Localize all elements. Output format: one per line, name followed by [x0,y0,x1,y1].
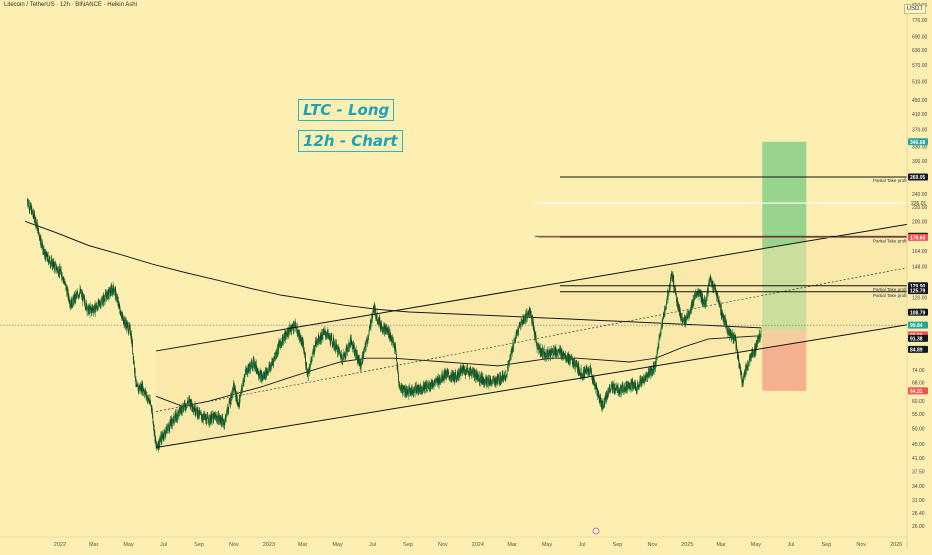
channel-fill [156,221,925,447]
candle-body [434,383,435,386]
candle-body [169,424,170,426]
candle-body [37,227,38,230]
candle-body [676,293,677,294]
candle-body [251,362,252,367]
candle-body [38,228,39,232]
candle-body [442,373,443,380]
candle-body [372,317,373,320]
candle-body [132,343,133,353]
candle-body [233,386,234,391]
candle-body [583,372,584,377]
candle-body [153,416,154,423]
candle-body [446,371,447,376]
candle-body [657,352,658,360]
candle-body [489,379,490,382]
candle-body [651,370,652,375]
candle-body [101,300,102,304]
candle-body [41,239,42,243]
candle-body [470,369,471,376]
candle-body [603,403,604,407]
candle-body [326,334,327,336]
candle-body [200,412,201,413]
candle-body [342,358,343,362]
candle-body [174,420,175,423]
candle-body [55,265,56,270]
candle-body [508,362,509,371]
candle-body [288,329,289,336]
candle-body [591,370,592,373]
candle-body [265,373,266,378]
candle-body [109,293,110,295]
candle-body [243,382,244,384]
candle-body [550,350,551,358]
candle-body [337,345,338,351]
candle-body [518,328,519,331]
candle-body [201,413,202,416]
candle-body [507,368,508,376]
candle-body [113,285,114,289]
candle-body [375,309,376,316]
candle-body [242,386,243,391]
candle-body [622,386,623,391]
candle-body [254,366,255,367]
candle-body [478,376,479,380]
candle-body [577,364,578,370]
candle-body [665,308,666,313]
position-tool[interactable] [156,142,925,448]
candle-body [103,298,104,303]
candle-body [599,396,600,399]
candle-body [485,378,486,381]
candle-body [612,384,613,388]
candle-body [293,327,294,330]
candle-body [423,384,424,388]
candle-body [278,347,279,353]
candle-body [676,294,677,301]
candle-body [617,387,618,389]
candle-body [601,401,602,409]
candle-body [618,393,619,394]
candle-body [305,357,306,365]
candle-body [65,283,66,284]
candle-body [134,362,135,370]
candle-body [556,348,557,352]
candle-body [659,338,660,346]
candle-body [245,373,246,376]
candle-body [626,383,627,387]
candle-body [337,347,338,353]
candle-body [300,335,301,337]
candle-body [656,359,657,363]
candle-body [650,370,651,377]
candle-body [280,342,281,347]
candle-body [477,372,478,375]
candle-body [323,336,324,340]
candle-body [197,407,198,410]
candle-body [94,305,95,309]
candle-body [135,368,136,378]
